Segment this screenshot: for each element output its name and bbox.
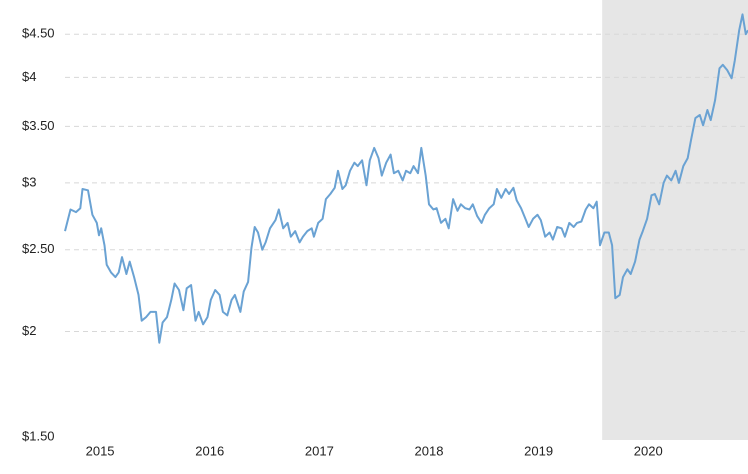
x-tick-label: 2016 (195, 443, 224, 458)
x-tick-label: 2017 (305, 443, 334, 458)
y-tick-label: $2 (22, 323, 36, 338)
y-tick-label: $3 (22, 174, 36, 189)
x-tick-label: 2020 (634, 443, 663, 458)
y-tick-label: $3.50 (22, 118, 55, 133)
y-tick-label: $4.50 (22, 26, 55, 41)
y-tick-label: $1.50 (22, 428, 55, 443)
price-line (64, 13, 748, 344)
x-tick-label: 2019 (524, 443, 553, 458)
x-tick-label: 2018 (415, 443, 444, 458)
y-tick-label: $4 (22, 69, 36, 84)
x-tick-label: 2015 (86, 443, 115, 458)
shaded-region (602, 0, 748, 440)
y-tick-label: $2.50 (22, 241, 55, 256)
